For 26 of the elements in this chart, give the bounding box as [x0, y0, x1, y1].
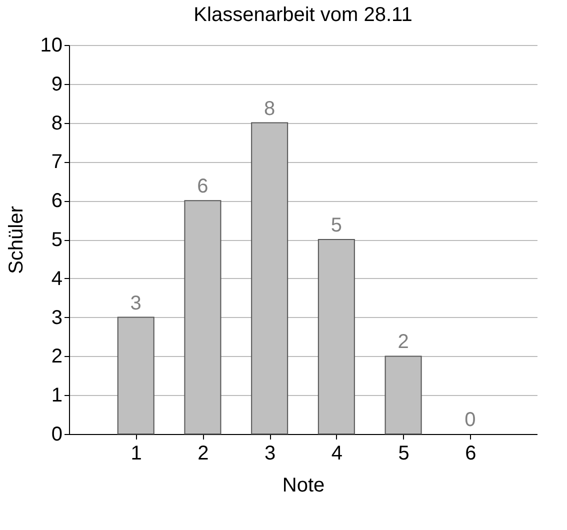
data-label: 0 — [464, 409, 476, 431]
data-label: 6 — [197, 176, 208, 198]
chart-title: Klassenarbeit vom 28.11 — [194, 4, 412, 26]
y-tick-label: 9 — [51, 73, 62, 96]
y-tick-label: 5 — [51, 229, 62, 251]
x-tick-label: 1 — [130, 442, 142, 464]
data-label: 8 — [264, 98, 276, 120]
y-tick-label: 6 — [51, 190, 62, 212]
x-tick-label: 2 — [198, 442, 209, 464]
y-tick-label: 2 — [51, 346, 62, 368]
y-tick-label: 0 — [51, 424, 62, 446]
data-label: 3 — [130, 292, 142, 314]
x-tick-label: 5 — [398, 442, 410, 464]
x-tick-label: 4 — [331, 442, 342, 464]
y-tick-label: 10 — [40, 34, 62, 56]
y-tick-label: 8 — [51, 112, 62, 134]
data-label: 5 — [330, 214, 342, 236]
y-tick-label: 1 — [51, 384, 62, 407]
y-tick-label: 3 — [51, 306, 62, 329]
x-tick-label: 3 — [264, 442, 276, 464]
y-tick-label: 4 — [51, 268, 62, 290]
data-label: 2 — [398, 331, 409, 354]
x-tick-label: 6 — [465, 442, 476, 464]
y-tick-label: 7 — [51, 151, 62, 174]
x-axis-title: Note — [282, 474, 325, 496]
y-axis-title: Schüler — [5, 206, 28, 274]
